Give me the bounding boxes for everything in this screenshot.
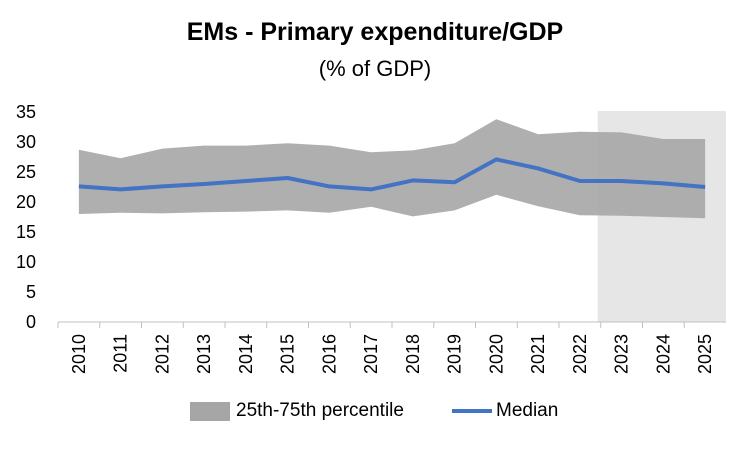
chart-subtitle: (% of GDP) [318,56,432,81]
x-tick-label: 2012 [152,334,172,374]
y-tick-label: 30 [16,132,36,152]
legend-label-band: 25th-75th percentile [236,400,404,421]
x-tick-label: 2021 [528,334,548,374]
x-tick-label: 2022 [570,334,590,374]
x-tick-label: 2024 [653,334,673,374]
x-tick-label: 2023 [612,334,632,374]
x-tick-label: 2015 [278,334,298,374]
legend: 25th-75th percentile Median [0,400,750,430]
y-tick-label: 5 [26,282,36,302]
x-tick-label: 2016 [319,334,339,374]
legend-item-median: Median [452,400,558,422]
x-tick-label: 2013 [194,334,214,374]
y-tick-label: 25 [16,162,36,182]
y-tick-label: 10 [16,252,36,272]
band-swatch [190,401,230,421]
x-tick-label: 2011 [111,334,131,373]
x-tick-label: 2010 [69,334,89,374]
x-tick-label: 2019 [445,334,465,374]
x-tick-label: 2017 [361,334,381,374]
y-tick-label: 35 [16,102,36,122]
x-tick-label: 2025 [695,334,715,374]
x-tick-label: 2018 [403,334,423,374]
x-tick-label: 2014 [236,334,256,374]
median-line [78,157,706,192]
legend-label-median: Median [496,400,559,421]
y-tick-label: 15 [16,222,36,242]
chart-title: EMs - Primary expenditure/GDP [186,18,564,46]
y-tick-label: 20 [16,192,36,212]
x-tick-label: 2020 [486,334,506,374]
legend-item-band: 25th-75th percentile [190,400,404,422]
median-swatch [452,409,492,413]
percentile-band [78,119,706,219]
y-tick-label: 0 [26,312,36,332]
